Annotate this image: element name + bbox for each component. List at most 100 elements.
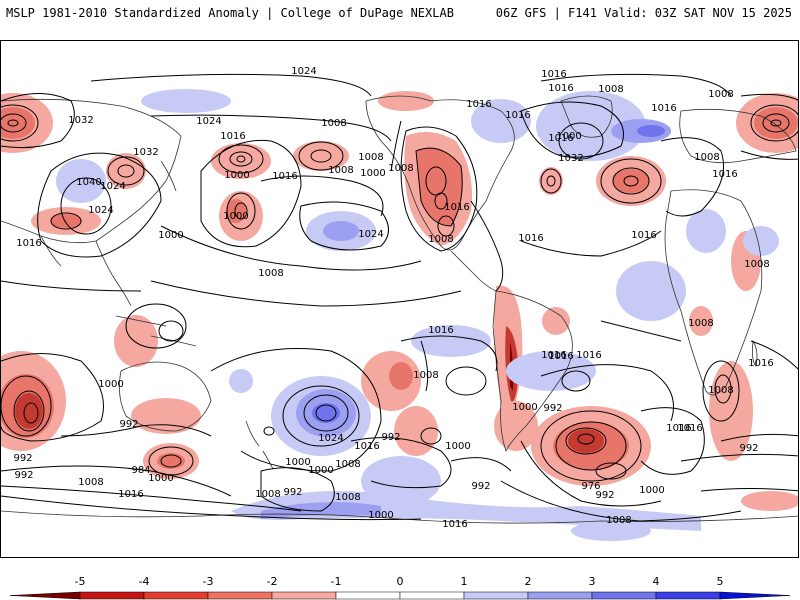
world-map: 1024 1016 1016 1008 1032 1024 1016 1008 1032 1040… <box>0 40 799 558</box>
colorbar-segment <box>527 591 593 600</box>
isobar-label: 1000 <box>148 473 173 484</box>
colorbar-segments <box>9 591 791 600</box>
isobar-label: 1024 <box>88 205 113 216</box>
isobar-label: 1024 <box>318 433 343 444</box>
anomaly-colorbar: -5 -4 -3 -2 -1 0 1 2 3 4 5 <box>9 575 791 600</box>
colorbar-tick-label: 1 <box>461 575 468 588</box>
colorbar-tick-label: 3 <box>589 575 596 588</box>
colorbar-segment <box>591 591 657 600</box>
colorbar-segment <box>143 591 209 600</box>
isobar-label: 1016 <box>505 110 530 121</box>
isobar-label: 1016 <box>541 69 566 80</box>
colorbar-segment <box>335 591 401 600</box>
isobar-label: 1016 <box>677 423 702 434</box>
isobar-label: 1000 <box>368 510 393 521</box>
isobar-label: 1016 <box>712 169 737 180</box>
colorbar-tick-label: -1 <box>331 575 342 588</box>
isobar-label: 1016 <box>354 441 379 452</box>
isobar-label: 992 <box>543 403 562 414</box>
isobar-label: 992 <box>14 470 33 481</box>
isobar-label: 1008 <box>335 459 360 470</box>
isobar-label: 1016 <box>548 351 573 362</box>
isobar-label: 1000 <box>98 379 123 390</box>
isobar-label: 1024 <box>291 66 316 77</box>
isobar-label: 1000 <box>223 211 248 222</box>
isobar-label: 1008 <box>694 152 719 163</box>
isobar-label: 992 <box>739 443 758 454</box>
isobar-label: 1032 <box>133 147 158 158</box>
isobar-label: 1016 <box>651 103 676 114</box>
isobar-label: 1024 <box>358 229 383 240</box>
isobar-label: 1016 <box>220 131 245 142</box>
colorbar-segment <box>399 591 465 600</box>
isobar-label: 1008 <box>321 118 346 129</box>
isobar-label: 1008 <box>328 165 353 176</box>
isobar-label: 1008 <box>78 477 103 488</box>
isobar-label: 1016 <box>666 423 691 434</box>
colorbar-segment <box>79 591 145 600</box>
isobar-label: 1008 <box>708 385 733 396</box>
map-title: MSLP 1981-2010 Standardized Anomaly | Co… <box>6 6 454 20</box>
isobar-label: 1000 <box>308 465 333 476</box>
colorbar-segment <box>655 591 721 600</box>
colorbar-segment <box>207 591 273 600</box>
isobar-label: 1016 <box>518 233 543 244</box>
isobar-label: 1016 <box>631 230 656 241</box>
isobar-label: 1024 <box>100 181 125 192</box>
isobar-label: 1008 <box>258 268 283 279</box>
isobar-label: 1016 <box>541 350 566 361</box>
isobar-label: 1000 <box>445 441 470 452</box>
isobar-label: 1016 <box>16 238 41 249</box>
coastlines <box>1 95 798 524</box>
isobar-label: 1000 <box>639 485 664 496</box>
isobar-label: 976 <box>581 481 600 492</box>
isobar-label: 1008 <box>413 370 438 381</box>
colorbar-arrow-right <box>719 591 791 600</box>
isobar-label: 1016 <box>548 133 573 144</box>
colorbar-tick-label: -2 <box>267 575 278 588</box>
isobar-label: 1008 <box>335 492 360 503</box>
isobar-label: 1032 <box>68 115 93 126</box>
isobar-label: 992 <box>471 481 490 492</box>
colorbar-arrow-left <box>9 591 81 600</box>
isobar-label: 1008 <box>358 152 383 163</box>
negative-anomaly-areas <box>1 91 798 511</box>
isobar-label: 1008 <box>598 84 623 95</box>
isobar-label: 992 <box>595 490 614 501</box>
colorbar-tick-label: 0 <box>397 575 404 588</box>
colorbar-tick-label: 5 <box>717 575 724 588</box>
isobar-label: 1008 <box>388 163 413 174</box>
isobar-label: 1000 <box>158 230 183 241</box>
isobar-label: 1016 <box>272 171 297 182</box>
isobar-label: 1016 <box>576 350 601 361</box>
colorbar-segment <box>463 591 529 600</box>
isobar-label: 992 <box>119 419 138 430</box>
isobar-label: 984 <box>131 465 150 476</box>
colorbar-tick-labels: -5 -4 -3 -2 -1 0 1 2 3 4 5 <box>75 575 724 588</box>
isobar-label: 992 <box>283 487 302 498</box>
colorbar-tick-label: 2 <box>525 575 532 588</box>
isobar-label: 1032 <box>558 153 583 164</box>
isobars <box>1 73 798 522</box>
isobar-label: 1040 <box>76 177 101 188</box>
colorbar-segment <box>271 591 337 600</box>
colorbar-tick-label: 4 <box>653 575 660 588</box>
isobar-label: 1016 <box>118 489 143 500</box>
title-bar: MSLP 1981-2010 Standardized Anomaly | Co… <box>0 0 800 28</box>
isobar-label: 1000 <box>285 457 310 468</box>
colorbar-tick-label: -3 <box>203 575 214 588</box>
isobar-label: 1016 <box>748 358 773 369</box>
model-run-info: 06Z GFS | F141 Valid: 03Z SAT NOV 15 202… <box>495 6 792 20</box>
isobar-label: 1000 <box>224 170 249 181</box>
isobar-label: 1008 <box>428 234 453 245</box>
isobar-label: 1000 <box>360 168 385 179</box>
isobar-label: 1016 <box>548 83 573 94</box>
positive-anomaly-areas <box>56 89 779 541</box>
isobar-label: 1008 <box>255 489 280 500</box>
isobar-label: 1016 <box>428 325 453 336</box>
isobar-label: 1008 <box>744 259 769 270</box>
isobar-label: 1008 <box>708 89 733 100</box>
isobar-label: 1008 <box>606 515 631 526</box>
